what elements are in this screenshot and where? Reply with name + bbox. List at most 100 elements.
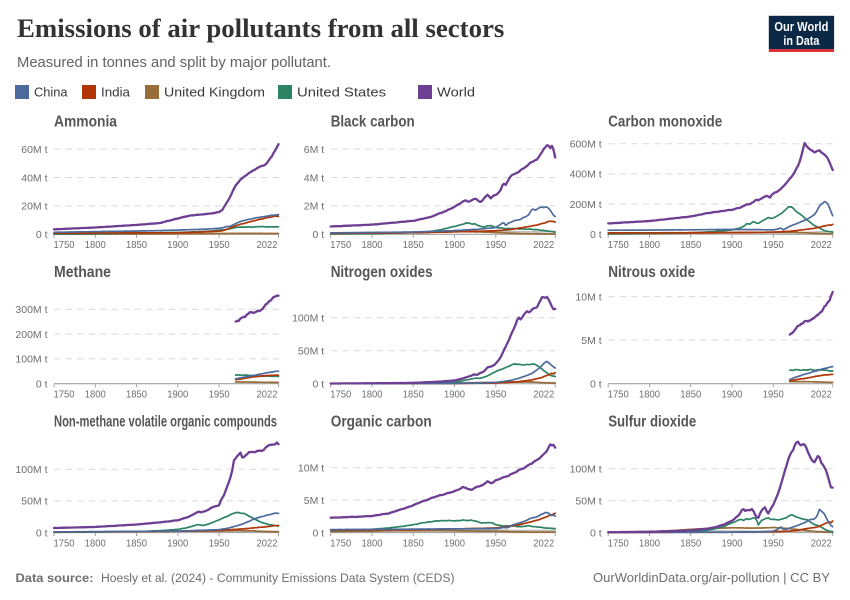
svg-text:2022: 2022: [533, 537, 554, 549]
svg-text:2022: 2022: [257, 239, 278, 251]
svg-text:0 t: 0 t: [313, 527, 325, 539]
svg-text:1950: 1950: [763, 389, 784, 401]
svg-text:1750: 1750: [608, 389, 629, 401]
svg-text:1800: 1800: [85, 537, 106, 549]
svg-text:Our World: Our World: [774, 19, 828, 34]
svg-text:0 t: 0 t: [590, 379, 602, 391]
svg-text:1800: 1800: [362, 537, 383, 549]
svg-text:Organic carbon: Organic carbon: [331, 414, 432, 431]
svg-text:0 t: 0 t: [36, 379, 48, 391]
svg-text:100M t: 100M t: [570, 464, 602, 476]
svg-text:2022: 2022: [257, 389, 278, 401]
svg-text:100M t: 100M t: [15, 464, 47, 476]
svg-text:1750: 1750: [330, 537, 351, 549]
svg-text:Methane: Methane: [54, 264, 111, 281]
svg-text:300M t: 300M t: [15, 304, 47, 316]
svg-text:Ammonia: Ammonia: [54, 113, 117, 130]
svg-text:1850: 1850: [680, 537, 701, 549]
svg-text:200M t: 200M t: [15, 329, 47, 341]
svg-text:1850: 1850: [403, 537, 424, 549]
svg-text:1850: 1850: [126, 537, 147, 549]
svg-text:6M t: 6M t: [304, 144, 325, 156]
svg-text:1950: 1950: [209, 239, 230, 251]
svg-text:Non-methane volatile organic c: Non-methane volatile organic compounds: [54, 414, 277, 431]
svg-text:200M t: 200M t: [570, 199, 602, 211]
svg-text:1850: 1850: [126, 239, 147, 251]
svg-text:1800: 1800: [85, 389, 106, 401]
svg-text:1750: 1750: [54, 389, 75, 401]
svg-text:1950: 1950: [485, 537, 506, 549]
svg-text:Sulfur dioxide: Sulfur dioxide: [608, 414, 696, 431]
svg-text:2022: 2022: [811, 537, 832, 549]
svg-text:1800: 1800: [362, 239, 383, 251]
svg-text:1800: 1800: [639, 537, 660, 549]
svg-text:1750: 1750: [54, 537, 75, 549]
svg-text:Emissions of air pollutants fr: Emissions of air pollutants from all sec…: [17, 13, 504, 43]
svg-text:0 t: 0 t: [590, 229, 602, 241]
svg-text:Black carbon: Black carbon: [331, 113, 415, 130]
svg-text:1850: 1850: [403, 239, 424, 251]
svg-text:1900: 1900: [444, 389, 465, 401]
svg-text:0 t: 0 t: [36, 527, 48, 539]
svg-text:Nitrous oxide: Nitrous oxide: [608, 264, 695, 281]
svg-text:40M t: 40M t: [21, 172, 47, 184]
svg-text:0 t: 0 t: [36, 229, 48, 241]
svg-text:Data source:: Data source:: [16, 571, 94, 585]
svg-text:1900: 1900: [167, 537, 188, 549]
svg-text:2022: 2022: [533, 239, 554, 251]
svg-text:4M t: 4M t: [304, 172, 325, 184]
svg-text:1900: 1900: [444, 239, 465, 251]
svg-text:1900: 1900: [722, 537, 743, 549]
svg-text:World: World: [437, 85, 475, 100]
svg-text:OurWorldinData.org/air-polluti: OurWorldinData.org/air-pollution | CC BY: [593, 571, 831, 585]
svg-text:1850: 1850: [680, 239, 701, 251]
svg-text:in Data: in Data: [783, 33, 820, 48]
svg-text:1850: 1850: [680, 389, 701, 401]
svg-text:2M t: 2M t: [304, 201, 325, 213]
svg-text:100M t: 100M t: [292, 313, 324, 325]
svg-text:1950: 1950: [763, 537, 784, 549]
svg-text:2022: 2022: [811, 239, 832, 251]
svg-text:1750: 1750: [330, 239, 351, 251]
svg-text:1950: 1950: [209, 389, 230, 401]
svg-text:2022: 2022: [811, 389, 832, 401]
svg-text:1850: 1850: [403, 389, 424, 401]
svg-text:1950: 1950: [485, 239, 506, 251]
svg-text:1800: 1800: [639, 389, 660, 401]
svg-text:1850: 1850: [126, 389, 147, 401]
svg-text:1900: 1900: [167, 389, 188, 401]
svg-text:20M t: 20M t: [21, 201, 47, 213]
svg-text:1800: 1800: [362, 389, 383, 401]
svg-text:0 t: 0 t: [313, 229, 325, 241]
svg-text:50M t: 50M t: [575, 495, 601, 507]
svg-text:0 t: 0 t: [313, 379, 325, 391]
svg-text:United Kingdom: United Kingdom: [164, 85, 265, 100]
svg-text:1750: 1750: [330, 389, 351, 401]
svg-text:United States: United States: [297, 85, 386, 100]
svg-text:1750: 1750: [608, 239, 629, 251]
svg-text:2022: 2022: [533, 389, 554, 401]
svg-text:100M t: 100M t: [15, 354, 47, 366]
svg-text:0 t: 0 t: [590, 527, 602, 539]
svg-text:1750: 1750: [54, 239, 75, 251]
svg-text:India: India: [101, 85, 131, 100]
svg-text:5M t: 5M t: [304, 495, 325, 507]
svg-text:1800: 1800: [639, 239, 660, 251]
svg-text:50M t: 50M t: [21, 496, 47, 508]
svg-text:10M t: 10M t: [575, 291, 601, 303]
svg-text:60M t: 60M t: [21, 144, 47, 156]
svg-text:1950: 1950: [763, 239, 784, 251]
svg-text:Nitrogen oxides: Nitrogen oxides: [331, 264, 433, 281]
svg-text:5M t: 5M t: [581, 335, 602, 347]
svg-text:1900: 1900: [444, 537, 465, 549]
svg-text:1800: 1800: [85, 239, 106, 251]
svg-text:1900: 1900: [722, 239, 743, 251]
svg-text:10M t: 10M t: [298, 463, 324, 475]
svg-text:Carbon monoxide: Carbon monoxide: [608, 113, 722, 130]
svg-text:1900: 1900: [722, 389, 743, 401]
svg-text:Hoesly et al. (2024) - Communi: Hoesly et al. (2024) - Community Emissio…: [101, 571, 455, 585]
svg-text:1950: 1950: [209, 537, 230, 549]
svg-text:1950: 1950: [485, 389, 506, 401]
svg-text:China: China: [34, 85, 68, 100]
svg-text:1750: 1750: [608, 537, 629, 549]
